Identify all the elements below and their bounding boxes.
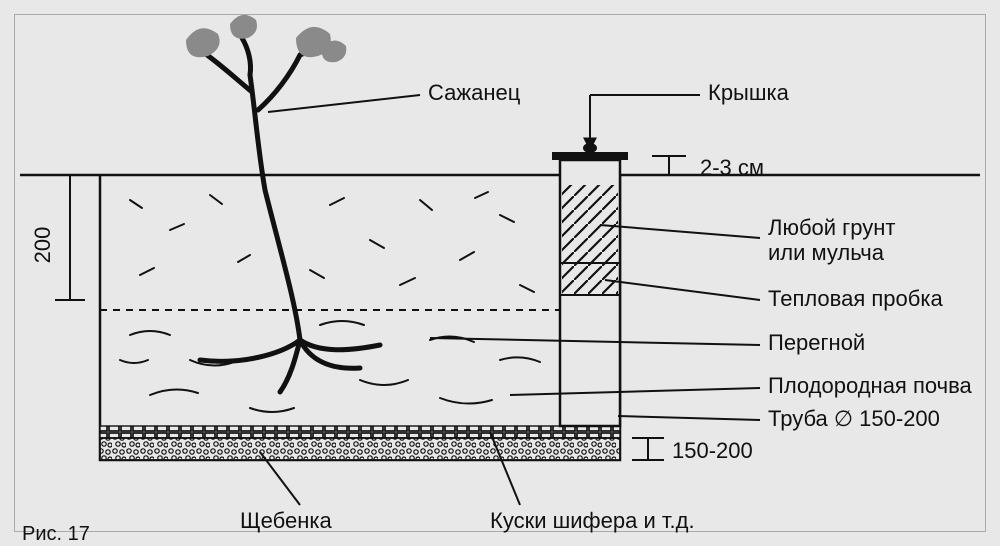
gravel-layer [100,438,620,460]
pit-outline [100,175,620,460]
dim-150-200-label: 150-200 [672,438,753,463]
fig-caption: Рис. 17 [22,523,90,545]
dim-2-3cm-label: 2-3 см [700,155,764,180]
leader-plug [605,280,760,300]
dim-150-200 [632,438,664,460]
label-humus: Перегной [768,330,865,355]
label-pipe: Труба ∅ 150-200 [768,406,940,431]
dim-200 [55,175,85,300]
label-lid: Крышка [708,80,790,105]
dim-200-label: 200 [30,227,55,264]
seedling [200,38,380,392]
leader-seedling [268,95,420,112]
leader-fertile [510,388,760,395]
label-gravel: Щебенка [240,508,332,533]
label-mulch-2: или мульча [768,240,885,265]
leader-pipe [618,416,760,420]
label-seedling: Сажанец [428,80,521,105]
diagram-svg: 200 2-3 см 150-200 Сажанец Крышка Любой … [0,0,1000,546]
label-slate: Куски шифера и т.д. [490,508,695,533]
dim-2-3cm [652,156,686,175]
leader-mulch [600,225,760,238]
mulch-texture [130,192,534,292]
slate-layer [100,426,620,438]
label-fertile: Плодородная почва [768,373,973,398]
lid [552,152,628,160]
pipe-plug [562,263,618,295]
label-plug: Тепловая пробка [768,286,943,311]
pipe-fill-top [562,185,618,263]
label-mulch-1: Любой грунт [768,215,895,240]
